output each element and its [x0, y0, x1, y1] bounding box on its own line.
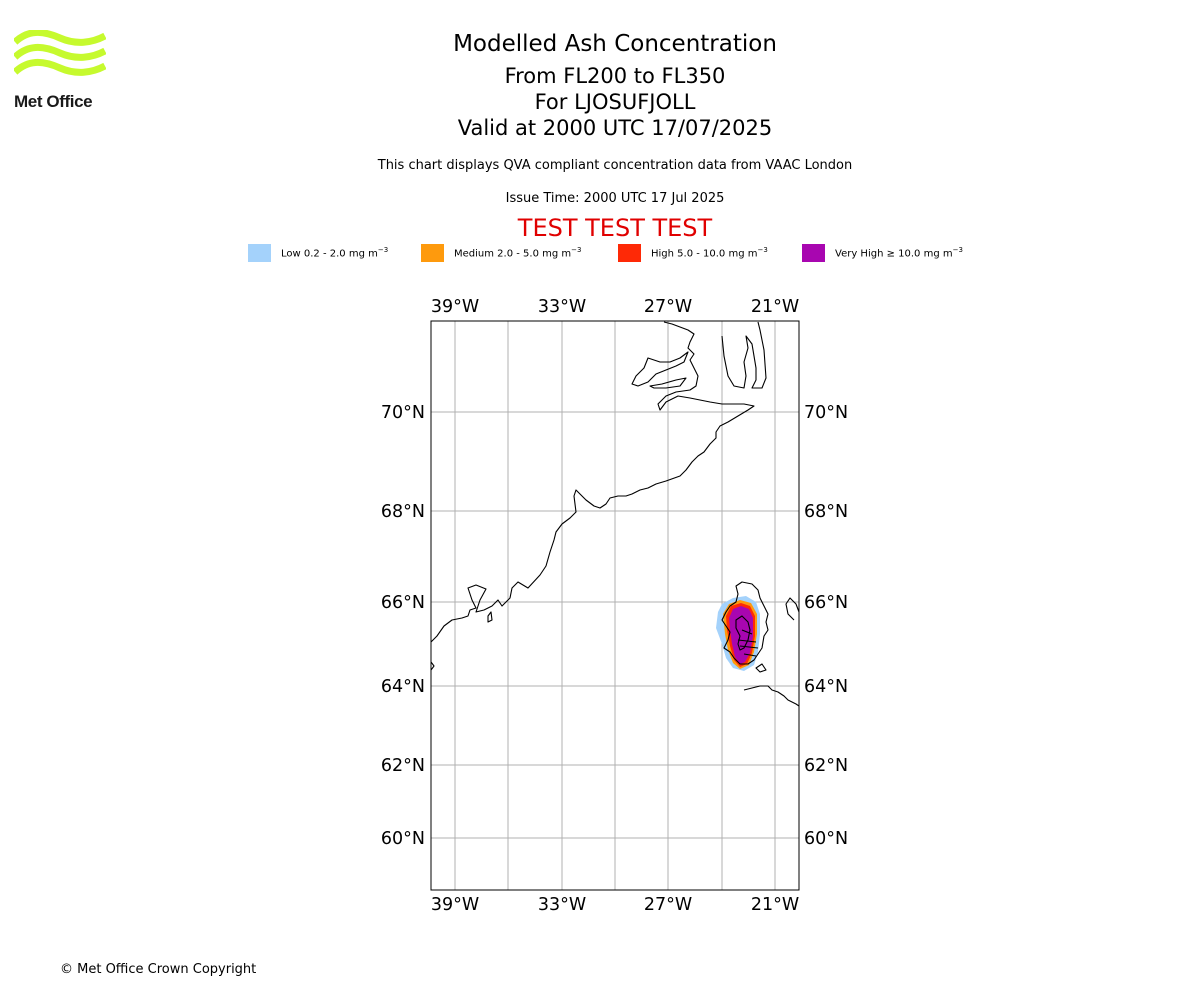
test-banner: TEST TEST TEST — [517, 214, 713, 242]
iceland-inner-outline — [735, 615, 751, 651]
shetland-coastline — [755, 663, 767, 673]
map-frame — [430, 320, 800, 891]
lon-tick-label-bottom: 33°W — [538, 895, 586, 915]
iceland-coastline — [721, 581, 769, 665]
subtitle-valid-time: Valid at 2000 UTC 17/07/2025 — [457, 116, 773, 140]
legend-item-high: High 5.0 - 10.0 mg m−3 — [618, 244, 768, 262]
legend-item-medium: Medium 2.0 - 5.0 mg m−3 — [421, 244, 581, 262]
greenland-southwest-coastline — [431, 661, 435, 671]
lat-tick-label-right: 68°N — [804, 502, 848, 522]
faroe-coastline — [743, 685, 799, 707]
lat-tick-label-right: 62°N — [804, 756, 848, 776]
lat-tick-label-right: 66°N — [804, 593, 848, 613]
lat-tick-label-left: 68°N — [381, 502, 425, 522]
issue-time: Issue Time: 2000 UTC 17 Jul 2025 — [505, 191, 725, 206]
iceland-fjord-lines — [737, 629, 759, 657]
logo-text: Met Office — [14, 92, 93, 111]
lat-tick-label-right: 64°N — [804, 677, 848, 697]
lon-tick-label-top: 33°W — [538, 297, 586, 317]
chart-title: Modelled Ash Concentration — [453, 31, 777, 57]
legend: Low 0.2 - 2.0 mg m−3 Medium 2.0 - 5.0 mg… — [0, 244, 1200, 264]
legend-label-high: High 5.0 - 10.0 mg m−3 — [651, 246, 768, 260]
legend-item-low: Low 0.2 - 2.0 mg m−3 — [248, 244, 388, 262]
legend-item-very-high: Very High ≥ 10.0 mg m−3 — [802, 244, 963, 262]
legend-label-medium: Medium 2.0 - 5.0 mg m−3 — [454, 246, 582, 260]
lon-tick-label-bottom: 39°W — [431, 895, 479, 915]
greenland-northeast-coastline — [721, 321, 767, 389]
greenland-inlet-coastline — [649, 377, 687, 389]
lat-tick-label-left: 70°N — [381, 403, 425, 423]
copyright-notice: © Met Office Crown Copyright — [60, 962, 257, 977]
lat-tick-label-right: 60°N — [804, 829, 848, 849]
lon-tick-label-top: 39°W — [431, 297, 479, 317]
lat-tick-label-left: 62°N — [381, 756, 425, 776]
subtitle-volcano: For LJOSUFJOLL — [534, 90, 696, 114]
scandinavia-coastline — [785, 597, 799, 621]
met-office-logo-icon — [14, 30, 106, 76]
ash-plume — [716, 596, 760, 671]
lat-tick-label-right: 70°N — [804, 403, 848, 423]
coastlines — [431, 321, 799, 707]
lon-tick-label-top: 21°W — [751, 297, 799, 317]
greenland-fjord-coastline — [631, 351, 689, 387]
lat-tick-label-left: 66°N — [381, 593, 425, 613]
legend-swatch-high — [618, 244, 641, 262]
subtitle-levels: From FL200 to FL350 — [504, 64, 726, 88]
lat-tick-label-left: 60°N — [381, 829, 425, 849]
island-coastline — [487, 611, 493, 623]
legend-label-low: Low 0.2 - 2.0 mg m−3 — [281, 246, 389, 260]
greenland-coastline — [431, 321, 755, 643]
lat-tick-label-left: 64°N — [381, 677, 425, 697]
lon-tick-label-bottom: 21°W — [751, 895, 799, 915]
legend-swatch-low — [248, 244, 271, 262]
legend-swatch-very-high — [802, 244, 825, 262]
lon-tick-label-bottom: 27°W — [644, 895, 692, 915]
lon-tick-label-top: 27°W — [644, 297, 692, 317]
legend-label-very-high: Very High ≥ 10.0 mg m−3 — [835, 246, 963, 260]
legend-swatch-medium — [421, 244, 444, 262]
qva-note: This chart displays QVA compliant concen… — [377, 158, 853, 173]
